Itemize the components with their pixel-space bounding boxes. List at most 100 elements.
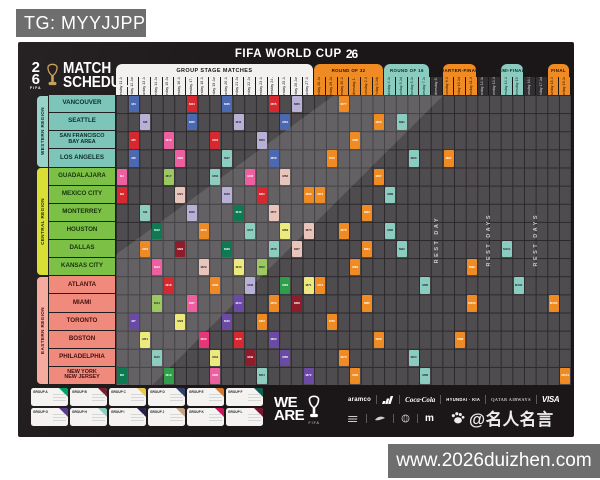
match-cell: M12 bbox=[151, 222, 162, 240]
match-cell: M28 bbox=[198, 222, 209, 240]
match-cell: M15 bbox=[151, 349, 162, 367]
poster-title: FIFA WORLD CUP 26 bbox=[18, 46, 574, 61]
site-watermark-text: www.2026duizhen.com bbox=[396, 450, 592, 471]
match-cell: M16 bbox=[163, 132, 174, 149]
telegram-watermark-text: TG: MYYJJPP bbox=[24, 12, 146, 33]
legend-card: GROUP H bbox=[70, 408, 107, 426]
date-cell: Friday 12 June bbox=[127, 77, 139, 95]
group-color-corner bbox=[59, 388, 68, 397]
match-cell: M81 bbox=[350, 259, 361, 276]
stage-bands-row: GROUP STAGE MATCHES ROUND OF 32 ROUND OF 1… bbox=[116, 64, 571, 77]
date-cell: Tuesday 30 June bbox=[337, 77, 349, 95]
telegram-watermark: TG: MYYJJPP bbox=[16, 9, 146, 37]
date-cell: Tuesday 14 July bbox=[501, 77, 512, 95]
date-cell: Thursday 9 July bbox=[442, 77, 454, 95]
match-cell: M70 bbox=[303, 222, 314, 240]
match-cell: M86 bbox=[373, 114, 384, 131]
trophy-icon bbox=[46, 63, 58, 86]
city-cell: LOS ANGELES bbox=[49, 149, 115, 167]
fifa-label: FIFA bbox=[30, 86, 42, 91]
city-cell: NEW YORK NEW JERSEY bbox=[49, 366, 115, 384]
match-cell: M52 bbox=[256, 259, 267, 276]
city-cell: SEATTLE bbox=[49, 113, 115, 131]
bank-logo bbox=[348, 415, 358, 422]
qatar-airways-logo: QATAR AIRWAYS bbox=[491, 397, 531, 402]
date-cell: Thursday 18 June bbox=[197, 77, 209, 95]
coca-cola-logo: Coca·Cola bbox=[405, 395, 436, 404]
stage-band-gs: GROUP STAGE MATCHES bbox=[116, 64, 313, 77]
city-cell: GUADALAJARA bbox=[49, 167, 115, 185]
social-watermark-text: @名人名言 bbox=[469, 411, 554, 429]
city-cell: VANCOUVER bbox=[49, 95, 115, 113]
match-cell: M22 bbox=[175, 241, 186, 258]
group-color-corner bbox=[254, 388, 263, 397]
match-cell: M59 bbox=[268, 295, 279, 312]
match-cell: M79 bbox=[338, 349, 349, 367]
match-cell: M36 bbox=[221, 96, 232, 113]
date-cell: Tuesday 16 June bbox=[174, 77, 185, 95]
sponsors-row-1: aramco Coca·Cola HYUNDAI · KIA QATAR AIR… bbox=[348, 392, 572, 407]
date-cell: Saturday 27 June bbox=[302, 77, 314, 95]
swoosh-logo bbox=[375, 416, 385, 421]
match-cell: M63 bbox=[280, 222, 291, 240]
city-cell: MEXICO CITY bbox=[49, 185, 115, 203]
legend-card: GROUP L bbox=[226, 408, 263, 426]
hyundai-kia-logo: HYUNDAI · KIA bbox=[446, 397, 481, 402]
date-cell: Sunday 12 July bbox=[477, 77, 489, 95]
match-cell: M32 bbox=[210, 168, 221, 185]
match-cell: M58 bbox=[268, 241, 279, 258]
city-cell: KANSAS CITY bbox=[49, 258, 115, 276]
match-cell: M38 bbox=[221, 186, 232, 203]
match-cell: M78 bbox=[338, 222, 349, 240]
match-cell: M37 bbox=[221, 150, 232, 167]
date-cell: Tuesday 23 June bbox=[255, 77, 267, 95]
legend-card: GROUP D bbox=[148, 388, 185, 406]
match-cell: M67 bbox=[291, 241, 302, 258]
match-cell: M53 bbox=[256, 313, 267, 330]
stage-band-qf: QUARTER-FINALS bbox=[437, 64, 481, 77]
date-cell: Monday 15 June bbox=[162, 77, 174, 95]
match-cell: M51 bbox=[256, 186, 267, 203]
date-cell: Wednesday 1 July bbox=[349, 77, 360, 95]
group-color-corner bbox=[176, 408, 185, 417]
match-cell: M24 bbox=[186, 96, 197, 113]
match-cell: M76 bbox=[326, 313, 337, 330]
match-cell: M25 bbox=[186, 114, 197, 131]
diagonal-highlight bbox=[116, 95, 444, 385]
city-cell: HOUSTON bbox=[49, 221, 115, 239]
match-cell: M21 bbox=[175, 186, 186, 203]
match-cell: M88 bbox=[373, 331, 384, 348]
match-cell: M90 bbox=[385, 222, 396, 240]
match-cell: M65 bbox=[280, 349, 291, 367]
match-cell: M82 bbox=[350, 367, 361, 385]
match-cell: M44 bbox=[233, 295, 244, 312]
date-cell: Saturday 20 June bbox=[220, 77, 232, 95]
adidas-logo bbox=[382, 396, 394, 404]
logo-26-badge: 2 6 FIFA bbox=[30, 59, 42, 91]
match-cell: M55 bbox=[268, 96, 279, 113]
match-cell: M20 bbox=[175, 150, 186, 167]
match-cell: M60 bbox=[268, 331, 279, 348]
date-cell: Tuesday 7 July bbox=[419, 77, 430, 95]
match-cell: M61 bbox=[280, 114, 291, 131]
wc26-badge: 26 bbox=[345, 46, 358, 61]
legend-card: GROUP B bbox=[70, 388, 107, 406]
date-cell: Friday 17 July bbox=[536, 77, 547, 95]
match-cell: M47 bbox=[245, 222, 256, 240]
city-cell: BOSTON bbox=[49, 330, 115, 348]
group-color-corner bbox=[215, 408, 224, 417]
match-cell: M69 bbox=[303, 186, 314, 203]
date-cell: Wednesday 8 July bbox=[431, 77, 442, 95]
match-cell: M77 bbox=[338, 96, 349, 113]
match-cell: M91 bbox=[397, 114, 407, 131]
match-cell: M3 bbox=[117, 367, 127, 385]
match-cell: M54 bbox=[256, 367, 267, 385]
date-cell: Saturday 4 July bbox=[384, 77, 395, 95]
match-cell: M1 bbox=[117, 168, 127, 185]
date-cell: Sunday 28 June bbox=[314, 77, 325, 95]
match-cell: M72 bbox=[303, 367, 314, 385]
date-cell: Monday 29 June bbox=[325, 77, 337, 95]
match-cell: M103 bbox=[548, 295, 559, 312]
city-cell: ATLANTA bbox=[49, 276, 115, 294]
match-cell: M6 bbox=[128, 150, 139, 167]
